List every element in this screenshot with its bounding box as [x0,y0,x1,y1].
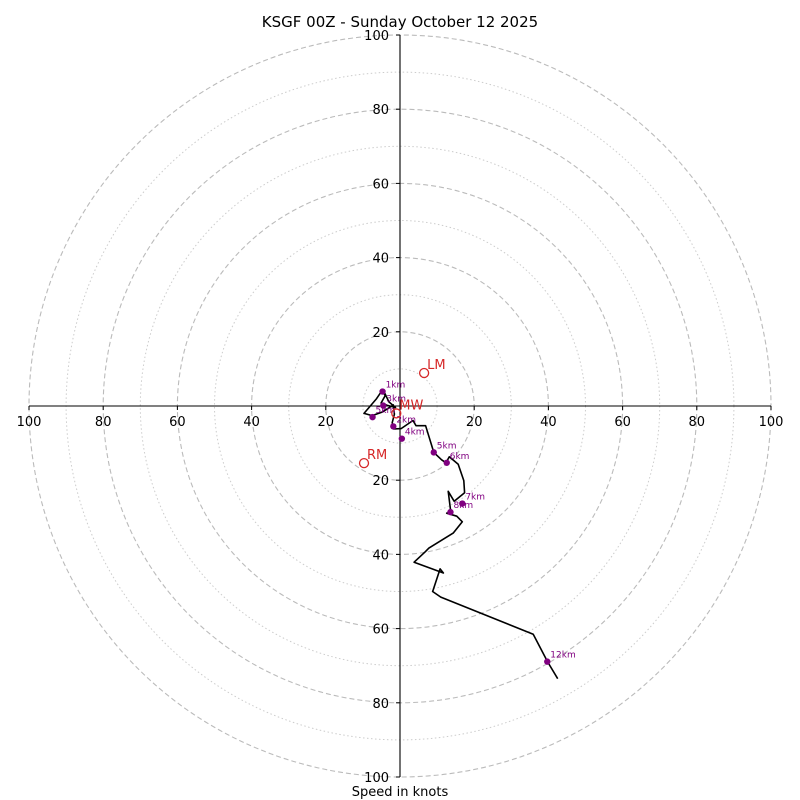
height-marker-5km [430,449,437,456]
x-tick-label: 40 [243,415,260,430]
x-tick-label: 100 [17,415,42,430]
height-label-3km: 3km [386,395,406,405]
height-marker-1km [379,388,386,395]
y-tick-label: 20 [372,474,389,489]
y-tick-label: 60 [372,177,389,192]
height-label-12km: 12km [550,651,575,661]
storm-motion-label-rm: RM [367,448,387,463]
hodograph-trace-line [363,388,559,680]
y-tick-label: 100 [364,771,389,786]
height-label-5km: 5km [437,441,457,451]
x-tick-label: 60 [614,415,631,430]
x-tick-label: 80 [95,415,112,430]
x-tick-label: 40 [540,415,557,430]
x-tick-label: 100 [759,415,784,430]
height-label-7km: 7km [465,493,485,503]
y-tick-label: 40 [372,548,389,563]
height-marker-5km [369,413,376,421]
wind-trace [363,388,559,680]
storm-motion-label-lm: LM [427,358,445,373]
height-label-6km: 6km [450,452,470,462]
height-marker-12km [544,658,551,665]
x-tick-label: 80 [689,415,706,430]
height-marker-6km [443,459,450,466]
y-tick-label: 80 [372,103,389,118]
y-tick-label: 60 [372,623,389,638]
y-tick-label: 80 [372,697,389,712]
x-tick-label: 60 [169,415,186,430]
axes [29,35,771,777]
height-label-1km: 1km [386,381,406,391]
storm-motion-label-mw: MW [399,398,423,413]
y-tick-label: 40 [372,252,389,267]
height-label-4km: 4km [405,428,425,438]
x-axis-label: Speed in knots [352,785,449,800]
x-tick-label: 20 [466,415,483,430]
height-marker-3km [380,402,387,409]
height-marker-8km [447,508,454,516]
y-tick-label: 20 [372,326,389,341]
height-marker-7km [459,500,466,507]
storm-motion-markers: LM RM MW [358,358,446,469]
storm-motion-lm [418,367,430,379]
height-marker-2km [390,423,397,430]
height-label-2km: 2km [396,415,416,425]
height-label-5km: 5km [376,406,396,416]
chart-title: KSGF 00Z - Sunday October 12 2025 [262,13,538,31]
height-label-8km: 8km [453,501,473,511]
tick-labels: 100 80 60 40 20 20 40 60 80 100 100 80 60 40 20 20 40 60 8… [17,29,784,786]
height-marker-4km [398,435,406,442]
storm-motion-rm [358,457,370,469]
storm-motion-mw [391,408,402,419]
y-tick-label: 100 [364,29,389,44]
x-tick-label: 20 [318,415,335,430]
